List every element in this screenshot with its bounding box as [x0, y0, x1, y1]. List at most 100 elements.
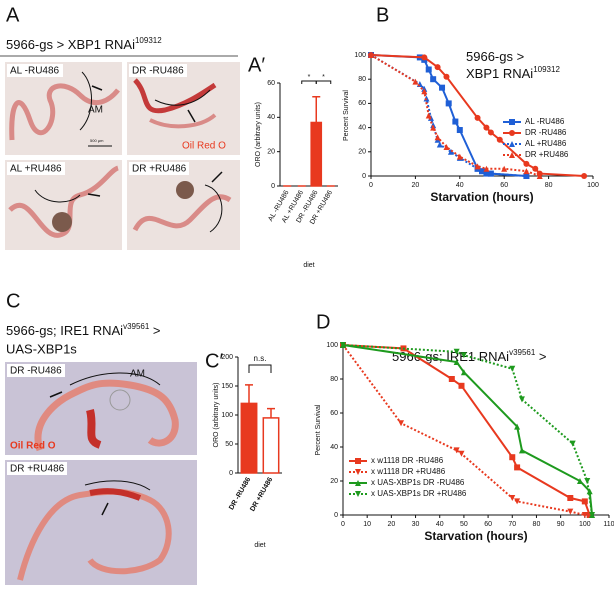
marker — [460, 352, 467, 359]
marker — [453, 359, 460, 365]
x-axis-label: Starvation (hours) — [430, 190, 533, 204]
legend-label: x w1118 DR -RU486 — [371, 456, 444, 465]
y-tick-label: 40 — [358, 124, 366, 131]
title-part: 5966-gs > — [466, 49, 524, 64]
x-tick-label: 80 — [545, 182, 553, 189]
y-tick-label: 100 — [326, 342, 338, 349]
bracket — [248, 364, 272, 373]
y-axis-label: Percent Survival — [315, 404, 322, 455]
x-tick-label: 60 — [500, 182, 508, 189]
marker — [584, 478, 591, 484]
marker — [569, 440, 576, 447]
marker — [355, 491, 361, 497]
stain-label: Oil Red O — [10, 441, 56, 452]
legend-label: DR -RU486 — [525, 128, 567, 137]
y-tick-label: 40 — [330, 444, 338, 451]
x-tick-label: 40 — [436, 521, 444, 528]
marker — [340, 342, 346, 348]
marker — [589, 512, 596, 518]
marker — [509, 119, 515, 125]
marker — [536, 173, 543, 179]
annotation: n.s. — [254, 354, 267, 363]
region-label: AM — [88, 105, 103, 116]
marker — [443, 143, 450, 150]
y-tick-label: 40 — [267, 114, 275, 121]
marker — [445, 100, 452, 107]
x-tick-label: 100 — [579, 521, 591, 528]
y-tick-label: 100 — [354, 52, 366, 59]
chart-title: XBP1 RNAi109312 — [466, 65, 560, 81]
marker — [430, 124, 437, 131]
marker — [355, 480, 361, 486]
x-tick-label: 0 — [369, 182, 373, 189]
legend-label: AL +RU486 — [525, 139, 567, 148]
y-axis-label: ORO (arbitrary units) — [255, 102, 262, 167]
marker — [509, 152, 515, 158]
marker — [456, 153, 463, 160]
photo: AL -RU486 AM 500 µm — [5, 62, 122, 155]
marker — [581, 512, 588, 518]
x-tick-label: 60 — [484, 521, 492, 528]
marker — [436, 141, 443, 148]
panel-header: 5966-gs > XBP1 RNAi109312 — [6, 36, 162, 52]
marker — [425, 112, 432, 119]
x-tick-label: 100 — [587, 182, 599, 189]
x-tick-label: 20 — [412, 182, 420, 189]
marker — [509, 495, 516, 501]
marker — [460, 369, 467, 376]
series-line — [342, 344, 594, 516]
marker — [458, 450, 465, 457]
marker — [439, 84, 446, 91]
marker — [453, 348, 460, 355]
marker — [425, 66, 432, 73]
error-bar — [245, 384, 253, 404]
y-tick-label: 0 — [334, 512, 338, 519]
y-tick-label: 50 — [225, 441, 233, 448]
x-tick-label: 50 — [460, 521, 468, 528]
region-label: AM — [130, 369, 145, 380]
marker — [523, 173, 530, 179]
photo: DR +RU486 — [127, 160, 240, 250]
marker — [447, 148, 454, 155]
y-tick-label: 60 — [330, 410, 338, 417]
legend-label: AL -RU486 — [525, 117, 565, 126]
y-tick-label: 0 — [362, 173, 366, 180]
photo: DR -RU486 AM Oil Red O — [5, 362, 197, 455]
x-tick-label: 30 — [412, 521, 420, 528]
marker — [581, 498, 588, 505]
y-axis-label: Percent Survival — [343, 90, 350, 141]
marker — [412, 78, 419, 85]
title-sup: v39561 — [509, 348, 536, 357]
marker — [501, 165, 508, 172]
panel-header: 5966-gs; IRE1 RNAiv39561 > — [6, 322, 161, 338]
marker — [523, 160, 530, 167]
legend-label: x UAS-XBP1s DR -RU486 — [371, 478, 465, 487]
marker — [509, 365, 516, 372]
x-tick-label: DR +RU486 — [249, 476, 274, 512]
marker — [452, 118, 459, 125]
marker — [487, 129, 494, 136]
x-tick-label: 0 — [341, 521, 345, 528]
annotation: * — [322, 74, 325, 81]
photo-label: AL -RU486 — [10, 66, 60, 77]
y-tick-label: 200 — [221, 354, 233, 361]
marker — [532, 165, 539, 172]
marker — [581, 173, 588, 179]
title-part: > — [535, 349, 546, 364]
error-bar — [267, 407, 275, 418]
legend-label: x w1118 DR +RU486 — [371, 467, 446, 476]
bar — [240, 402, 258, 474]
y-tick-label: 0 — [271, 183, 275, 190]
marker — [421, 54, 428, 61]
marker — [487, 170, 494, 177]
marker — [355, 458, 361, 464]
marker — [453, 447, 460, 454]
marker — [421, 88, 428, 95]
marker — [523, 168, 530, 175]
x-axis-label: diet — [254, 542, 265, 549]
x-tick-label: 10 — [363, 521, 371, 528]
marker — [483, 165, 490, 172]
marker — [586, 488, 593, 495]
y-tick-label: 80 — [358, 76, 366, 83]
panel-header: UAS-XBP1s — [6, 341, 77, 356]
